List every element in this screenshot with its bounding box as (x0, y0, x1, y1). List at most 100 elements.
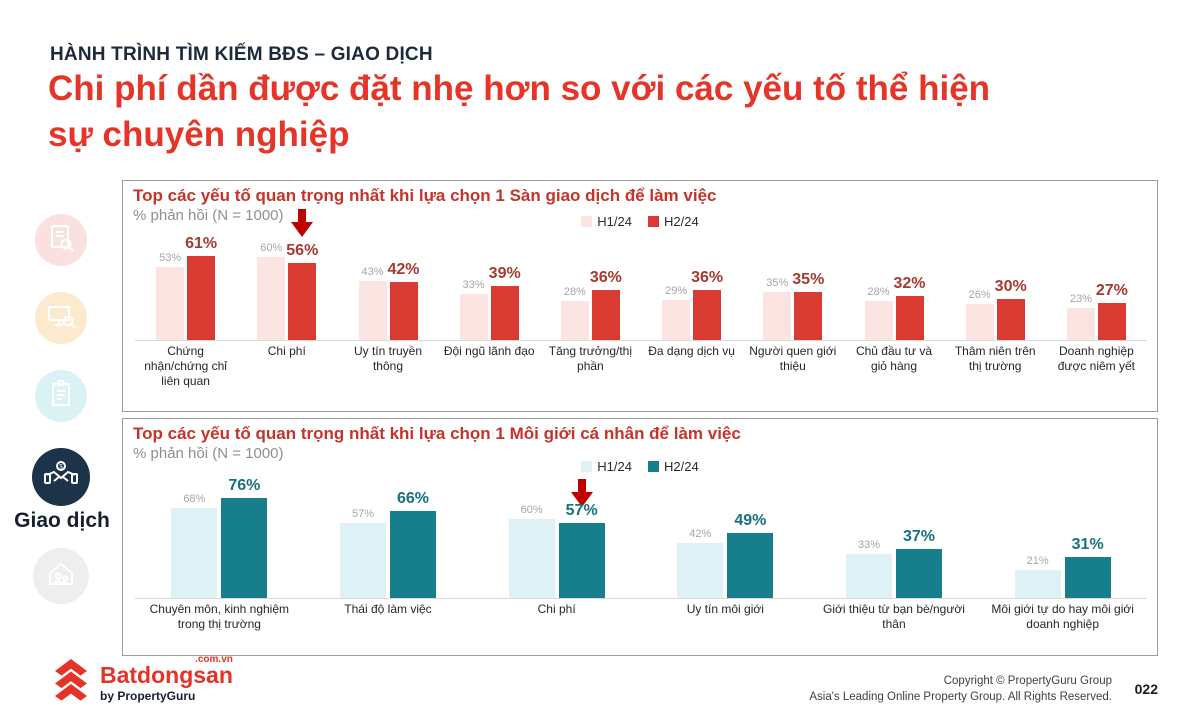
value-label-h2: 35% (792, 270, 825, 288)
category-label: Đội ngũ lãnh đạo (443, 344, 535, 358)
batdongsan-logo-icon (50, 658, 92, 707)
value-label-h2: 76% (228, 476, 261, 494)
bar-h1 (171, 508, 218, 598)
bar-h2 (591, 290, 620, 340)
checklist-icon (46, 379, 76, 414)
value-label-h1: 33% (462, 279, 485, 292)
copyright-line2: Asia's Leading Online Property Group. Al… (809, 690, 1112, 703)
bar-h1 (965, 304, 994, 340)
plot-area: 53% 61% 60% 56% 43% 42% 33% 39% 28% 36% 29% 36% 35% 3… (135, 235, 1147, 341)
value-label-h1: 21% (1026, 555, 1049, 568)
chart-panel-agent: Top các yếu tố quan trọng nhất khi lựa c… (122, 418, 1158, 656)
sidebar-step-browse (35, 292, 87, 344)
slide-title-line2: sự chuyên nghiệp (48, 115, 350, 155)
handshake-icon: $ (43, 457, 79, 498)
legend-label: H2/24 (664, 214, 699, 229)
value-label-h2: 36% (691, 269, 724, 287)
value-label-h1: 33% (857, 539, 881, 552)
document-search-icon (46, 223, 76, 258)
brand-logo-text: .com.vn Batdongsan by PropertyGuru (100, 654, 233, 707)
legend-label: H2/24 (664, 459, 699, 474)
bar-h1 (846, 554, 892, 598)
bar-h2 (693, 290, 722, 340)
plot-area: 68% 76% 57% 66% 60% 57% 42% 49% 33% 37% 21% 31% (135, 477, 1147, 599)
category-label: Chứng nhận/chứng chỉ liên quan (144, 344, 227, 388)
category-label: Thâm niên trên thị trường (954, 344, 1036, 373)
bar-h1 (257, 257, 286, 340)
value-label-h2: 56% (286, 241, 319, 259)
bar-h1 (662, 299, 691, 340)
value-label-h2: 32% (893, 274, 926, 292)
bar-h2 (288, 262, 317, 340)
bar-h1 (358, 280, 387, 340)
legend-swatch-icon (648, 216, 659, 227)
bar-h1 (1014, 570, 1061, 598)
sidebar-active-label: Giao dịch (14, 509, 110, 532)
legend-item: H1/24 (581, 214, 632, 229)
legend-swatch-icon (648, 461, 659, 472)
slide-kicker: HÀNH TRÌNH TÌM KIẾM BĐS – GIAO DỊCH (50, 44, 433, 65)
bar-h1 (1066, 308, 1095, 340)
bar-h2 (221, 497, 268, 598)
category-label: Chủ đầu tư và giỏ hàng (855, 344, 933, 373)
bar-h2 (490, 286, 519, 340)
value-label-h1: 60% (260, 242, 283, 255)
copyright-line1: Copyright © PropertyGuru Group (943, 675, 1112, 687)
legend-item: H2/24 (648, 214, 699, 229)
screen-search-icon (46, 301, 76, 336)
value-label-h1: 26% (968, 289, 991, 302)
bar-h1 (508, 518, 555, 598)
category-label: Uy tín môi giới (686, 602, 764, 616)
category-label: Môi giới tự do hay môi giới doanh nghiệp (991, 602, 1134, 631)
logo-brand: Batdongsan (100, 662, 233, 688)
bar-h1 (340, 522, 386, 598)
category-label: Tăng trưởng/thị phần (548, 344, 633, 373)
value-label-h1: 28% (867, 286, 890, 299)
bar-h1 (459, 294, 488, 340)
bar-h2 (794, 291, 823, 340)
category-label: Thái độ làm việc (344, 602, 432, 616)
value-label-h2: 27% (1095, 281, 1128, 299)
legend-item: H2/24 (648, 459, 699, 474)
copyright-text: Copyright © PropertyGuru Group Asia's Le… (809, 674, 1112, 705)
value-label-h2: 39% (488, 265, 521, 283)
bar-h1 (560, 301, 589, 340)
value-label-h2: 30% (994, 277, 1027, 295)
bar-h1 (156, 266, 185, 340)
slide-title: Chi phí dần được đặt nhẹ hơn so với các … (48, 66, 1148, 158)
bar-h2 (996, 298, 1025, 340)
bar-h2 (390, 510, 436, 598)
value-label-h1: 68% (183, 493, 206, 506)
bar-h2 (1097, 302, 1126, 340)
value-label-h2: 66% (396, 489, 430, 507)
slide-title-line1: Chi phí dần được đặt nhẹ hơn so với các … (48, 69, 991, 108)
chart-legend: H1/24 H2/24 (123, 214, 1157, 229)
chart-title: Top các yếu tố quan trọng nhất khi lựa c… (133, 424, 741, 443)
bar-h2 (727, 533, 774, 598)
decrease-arrow-icon (291, 209, 314, 237)
category-label: Chuyên môn, kinh nghiệm trong thị trường (149, 602, 290, 631)
sidebar-step-move-in (33, 548, 89, 604)
bar-h1 (677, 542, 724, 598)
chart-subtitle: % phản hồi (N = 1000) (133, 445, 284, 462)
category-label: Người quen giới thiệu (749, 344, 837, 373)
value-label-h2: 31% (1071, 536, 1104, 554)
value-label-h2: 61% (185, 234, 218, 252)
bar-h1 (763, 291, 792, 340)
category-label: Uy tín truyền thông (353, 344, 422, 373)
value-label-h1: 57% (351, 507, 375, 520)
bar-h2 (896, 549, 942, 598)
page-number: 022 (1134, 681, 1158, 697)
value-label-h2: 49% (734, 512, 767, 530)
value-label-h1: 43% (361, 265, 384, 278)
brand-logo: .com.vn Batdongsan by PropertyGuru (50, 654, 233, 707)
chart-subtitle: % phản hồi (N = 1000) (133, 207, 284, 224)
legend-swatch-icon (581, 461, 593, 472)
chart-legend: H1/24 H2/24 (123, 459, 1157, 474)
category-label: Đa dạng dịch vụ (648, 344, 735, 358)
legend-item: H1/24 (581, 459, 632, 474)
value-label-h1: 60% (520, 503, 543, 516)
value-label-h1: 53% (159, 251, 182, 264)
value-label-h1: 35% (766, 276, 789, 289)
